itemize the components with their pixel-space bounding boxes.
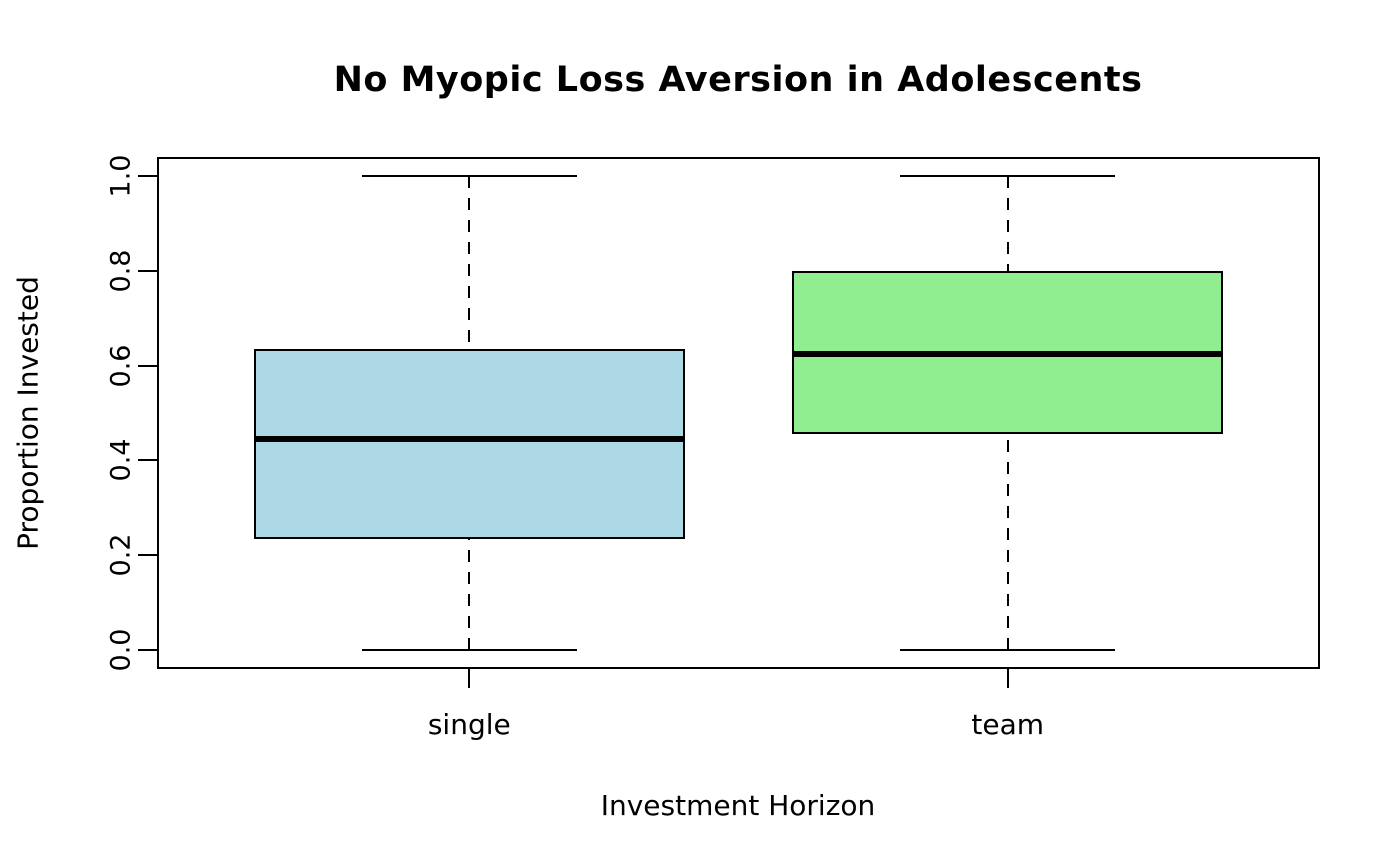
- x-axis-tick: [468, 669, 471, 688]
- x-axis-tick: [1006, 669, 1009, 688]
- y-tick-label: 0.6: [105, 344, 137, 388]
- y-axis-tick: [138, 459, 157, 462]
- y-axis-tick: [138, 554, 157, 557]
- x-tick-label-single: single: [427, 708, 511, 741]
- y-axis-label-text: Proportion Invested: [11, 276, 45, 550]
- y-axis-tick: [138, 364, 157, 367]
- y-tick-label: 0.0: [105, 628, 137, 672]
- median-line-team: [792, 350, 1224, 357]
- y-axis-tick: [138, 269, 157, 272]
- y-axis-tick: [138, 649, 157, 652]
- iqr-box-single: [253, 349, 685, 539]
- median-line-single: [253, 436, 685, 443]
- y-tick-label: 1.0: [105, 154, 137, 198]
- x-tick-label-team: team: [971, 708, 1045, 741]
- y-axis-tick: [138, 174, 157, 177]
- y-tick-label: 0.4: [105, 438, 137, 482]
- upper-whisker-cap-team: [900, 174, 1116, 177]
- chart-title: No Myopic Loss Aversion in Adolescents: [333, 60, 1143, 100]
- lower-whisker-cap-team: [900, 649, 1116, 652]
- lower-whisker-cap-single: [361, 649, 577, 652]
- x-axis-label: Investment Horizon: [600, 789, 876, 822]
- upper-whisker-cap-single: [361, 174, 577, 177]
- y-tick-label: 0.8: [105, 249, 137, 293]
- y-tick-label: 0.2: [105, 533, 137, 577]
